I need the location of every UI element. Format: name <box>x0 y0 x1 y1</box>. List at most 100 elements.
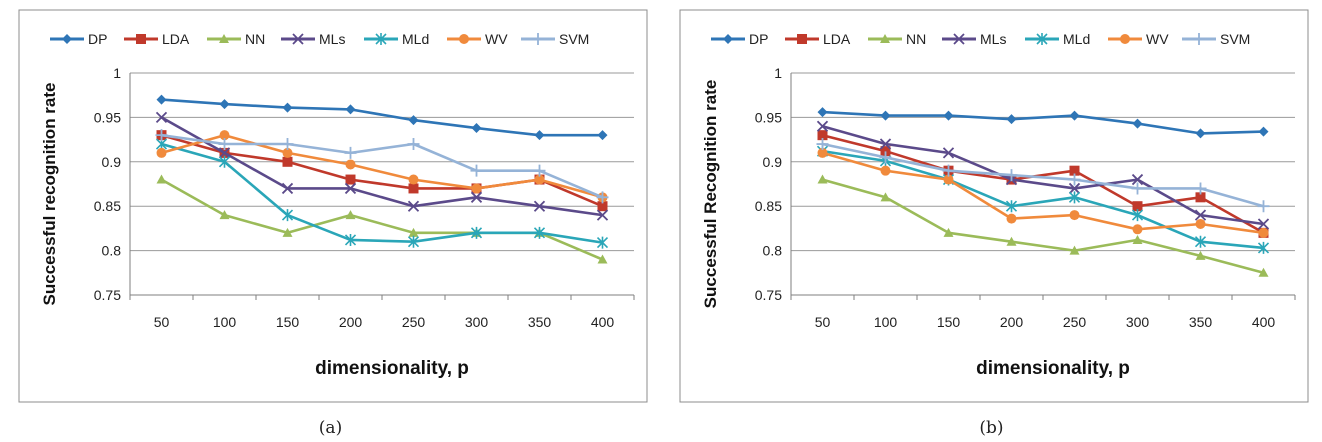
legend-item-lda: LDA <box>785 31 851 47</box>
data-point-nn <box>219 210 230 220</box>
data-point-mls <box>344 182 357 195</box>
y-tick-label: 0.85 <box>755 198 782 214</box>
legend-item-dp: DP <box>711 31 768 47</box>
legend-label: MLs <box>319 31 345 47</box>
chart-panel-b: 0.75 0.8 0.85 0.9 0.95 1 50 100 150 200 250 300 350 4… <box>661 0 1322 442</box>
series-mls <box>816 120 1270 230</box>
data-point-mld <box>1194 235 1207 248</box>
series-line-svm <box>822 142 1264 208</box>
data-point-lda <box>1195 192 1206 203</box>
legend-item-nn: NN <box>207 31 265 47</box>
data-point-mls <box>942 147 955 159</box>
data-point-mls <box>596 209 609 221</box>
data-point-dp <box>1132 118 1143 129</box>
data-point-dp <box>1258 126 1269 137</box>
data-point-mld <box>1005 200 1018 213</box>
y-tick-label: 1 <box>113 65 121 81</box>
series-dp <box>817 107 1269 139</box>
data-point-nn <box>282 227 293 237</box>
legend-label: MLd <box>1063 31 1090 47</box>
series-line-mld <box>822 149 1264 250</box>
data-point-mls <box>1131 173 1144 186</box>
legend-label: LDA <box>162 31 190 47</box>
data-point-svm <box>1194 182 1207 195</box>
y-tick-label: 0.9 <box>102 154 122 170</box>
legend-marker <box>532 33 544 45</box>
legend-item-mld: MLd <box>1025 31 1090 47</box>
data-point-mls <box>281 182 294 195</box>
data-point-mld <box>596 236 609 249</box>
series-line-lda <box>822 133 1265 234</box>
data-point-dp <box>471 123 482 134</box>
data-point-dp <box>156 94 167 105</box>
legend-marker <box>953 33 965 45</box>
data-point-mld <box>533 226 546 239</box>
data-point-svm <box>470 164 483 177</box>
data-point-lda <box>408 183 419 194</box>
caption-b: (b) <box>979 418 1004 438</box>
caption-a: (a) <box>318 418 343 438</box>
data-point-mls <box>1257 218 1270 230</box>
data-point-mld <box>281 209 294 222</box>
legend-marker <box>1120 34 1130 44</box>
x-tick-label: 400 <box>591 314 615 330</box>
x-tick-label: 300 <box>1126 314 1150 330</box>
data-point-wv <box>1132 224 1143 235</box>
data-point-svm <box>596 191 609 204</box>
data-point-nn <box>880 192 891 202</box>
legend-label: DP <box>749 31 768 47</box>
x-tick-label: 50 <box>154 314 170 330</box>
y-tick-label: 0.75 <box>94 287 121 303</box>
data-point-svm <box>1257 200 1270 213</box>
data-point-svm <box>218 138 231 151</box>
legend-marker <box>880 34 890 43</box>
series-nn <box>817 174 1269 277</box>
legend-marker <box>136 34 146 44</box>
data-point-dp <box>943 110 954 121</box>
legend-label: WV <box>1146 31 1169 47</box>
data-point-dp <box>597 130 608 141</box>
data-point-svm <box>533 164 546 177</box>
series-line-nn <box>822 178 1264 275</box>
data-point-mld <box>470 226 483 239</box>
data-point-lda <box>1069 165 1080 176</box>
y-tick-label: 0.95 <box>755 109 782 125</box>
data-point-dp <box>817 107 828 118</box>
data-point-svm <box>942 164 955 177</box>
data-point-svm <box>1005 169 1018 182</box>
y-tick-label: 1 <box>774 65 782 81</box>
data-point-lda <box>345 174 356 185</box>
y-tick-label: 0.95 <box>94 109 121 125</box>
legend-label: NN <box>245 31 265 47</box>
legend-label: MLs <box>980 31 1006 47</box>
data-point-mld <box>407 235 420 248</box>
y-axis-title: Successful recognition rate <box>40 83 59 306</box>
legend-marker <box>459 34 469 44</box>
data-point-lda <box>597 201 608 212</box>
legend-marker <box>219 34 229 43</box>
data-point-wv <box>1006 213 1017 224</box>
data-point-dp <box>1006 114 1017 125</box>
y-tick-label: 0.75 <box>755 287 782 303</box>
data-point-dp <box>534 130 545 141</box>
legend-label: LDA <box>823 31 851 47</box>
data-point-svm <box>816 138 829 151</box>
x-tick-label: 100 <box>874 314 898 330</box>
x-tick-label: 350 <box>528 314 552 330</box>
data-point-dp <box>880 110 891 121</box>
data-point-mld <box>1257 241 1270 254</box>
legend-item-svm: SVM <box>521 31 589 47</box>
data-point-dp <box>1195 128 1206 139</box>
data-point-mld <box>218 155 231 168</box>
data-point-nn <box>156 174 167 184</box>
data-point-mls <box>1194 209 1207 221</box>
series-svm <box>816 138 1270 213</box>
series-line-dp <box>161 98 603 137</box>
series-mld <box>155 138 609 249</box>
data-point-mls <box>407 200 420 212</box>
legend-item-wv: WV <box>1108 31 1169 47</box>
legend-item-svm: SVM <box>1182 31 1250 47</box>
legend-label: SVM <box>1220 31 1250 47</box>
x-tick-label: 150 <box>937 314 961 330</box>
